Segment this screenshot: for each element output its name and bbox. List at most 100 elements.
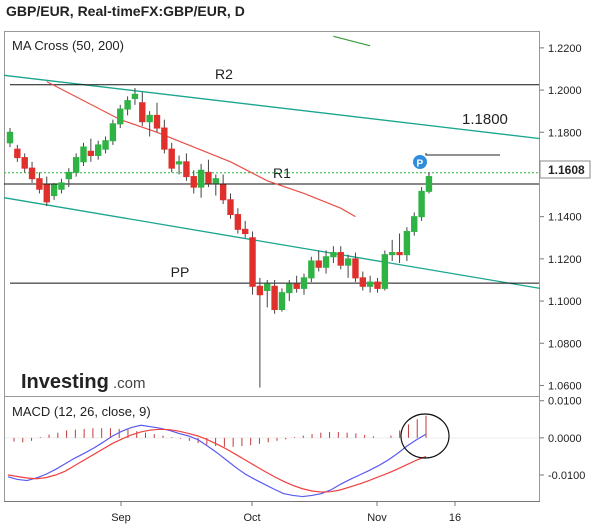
candle-body [227, 199, 234, 216]
candle-body [352, 258, 359, 279]
y-axis-ticks: 1.22001.20001.18001.16001.14001.12001.10… [540, 43, 585, 482]
level-r1-label: R1 [273, 165, 291, 181]
y-tick-label: 1.2200 [548, 43, 582, 55]
candle-body [381, 254, 389, 289]
candle-body [36, 178, 43, 190]
candle-body [256, 285, 264, 296]
candle-body [21, 157, 28, 169]
candle-body [418, 190, 425, 218]
candle-body [28, 167, 36, 180]
x-tick-label: Oct [243, 512, 260, 524]
candle-body [183, 161, 190, 178]
candle-body [425, 176, 433, 192]
candle-body [403, 230, 411, 256]
pivot-badge-circle [413, 155, 427, 169]
x-tick-label: Sep [111, 512, 131, 524]
candle-body [242, 228, 249, 235]
candle-body [322, 256, 330, 268]
candle-body [264, 283, 271, 292]
candle-body [219, 184, 227, 201]
macd-highlight-circle [400, 413, 450, 459]
macd-y-tick-label: 0.0100 [548, 396, 582, 408]
moving-averages [46, 35, 371, 218]
candle-body [411, 216, 418, 232]
y-tick-label: 1.2000 [548, 85, 582, 97]
candle-body [234, 214, 242, 230]
pivot-badge-letter: P [417, 159, 424, 170]
candle-body [396, 252, 403, 256]
candle-body [344, 258, 352, 266]
candle-body [95, 144, 102, 156]
target-label: 1.1800 [462, 111, 508, 128]
candle-body [131, 93, 139, 100]
candle-body [102, 140, 109, 150]
pivot-badge[interactable]: P [413, 155, 427, 170]
macd-y-tick-label: 0.0000 [548, 433, 582, 445]
candle-body [161, 127, 168, 150]
y-tick-label: 1.1400 [548, 212, 582, 224]
y-tick-label: 1.1200 [548, 254, 582, 266]
candle-body [146, 114, 153, 123]
candle-body [359, 277, 367, 287]
level-r2-label: R2 [215, 66, 233, 82]
channel-lower-line [3, 197, 541, 290]
channel-upper-line [3, 74, 541, 140]
candle-body [308, 260, 315, 279]
y-tick-label: 1.0600 [548, 380, 582, 392]
level-pp-label: PP [171, 264, 190, 280]
logo-brand: Investing [21, 371, 109, 393]
macd-plot [7, 415, 427, 498]
candle-body [197, 169, 205, 188]
y-tick-label: 1.1800 [548, 127, 582, 139]
signal-line [7, 428, 427, 493]
candle-body [205, 171, 212, 184]
candle-body [58, 182, 65, 190]
indicator-label: MA Cross (50, 200) [12, 38, 124, 53]
candles [6, 87, 433, 388]
logo-suffix: .com [113, 375, 146, 392]
candle-body [286, 283, 293, 294]
candle-body [330, 252, 337, 258]
x-axis-ticks: Sep Oct Nov 16 [111, 501, 461, 524]
trend-channel [3, 74, 541, 290]
macd-line [7, 424, 427, 498]
y-tick-label: 1.1000 [548, 296, 582, 308]
ma-fast-line [46, 81, 356, 218]
candle-body [6, 131, 14, 144]
pivot-levels: R2 R1 PP [4, 66, 539, 284]
macd-label: MACD (12, 26, close, 9) [12, 404, 151, 419]
candle-body [14, 148, 21, 159]
candle-body [190, 176, 197, 188]
target-bracket [425, 153, 500, 156]
candle-body [315, 260, 322, 268]
candle-body [124, 100, 131, 110]
candle-body [300, 277, 308, 289]
main-panel-frame [4, 31, 540, 397]
candle-body [293, 283, 300, 289]
candle-body [374, 281, 381, 289]
x-tick-label: Nov [367, 512, 387, 524]
candle-body [175, 161, 183, 165]
candle-body [139, 102, 146, 123]
page-title: GBP/EUR, Real-timeFX:GBP/EUR, D [6, 3, 245, 19]
candle-body [366, 281, 374, 287]
candle-body [72, 157, 80, 173]
current-price-value: 1.1608 [548, 163, 585, 177]
candle-body [117, 108, 124, 125]
x-tick-label: 16 [449, 512, 461, 524]
candle-body [87, 150, 95, 156]
candle-body [109, 123, 117, 142]
candle-body [249, 237, 256, 287]
current-price-tag: 1.1608 [539, 160, 591, 179]
ma-slow-line [333, 35, 371, 47]
candle-body [271, 285, 278, 310]
y-tick-label: 1.0800 [548, 338, 582, 350]
macd-y-tick-label: -0.0100 [548, 470, 585, 482]
candle-body [212, 178, 220, 184]
candle-body [337, 252, 344, 266]
candle-body [389, 252, 396, 256]
candle-body [50, 184, 58, 197]
candle-body [43, 184, 50, 203]
candle-body [153, 114, 161, 129]
